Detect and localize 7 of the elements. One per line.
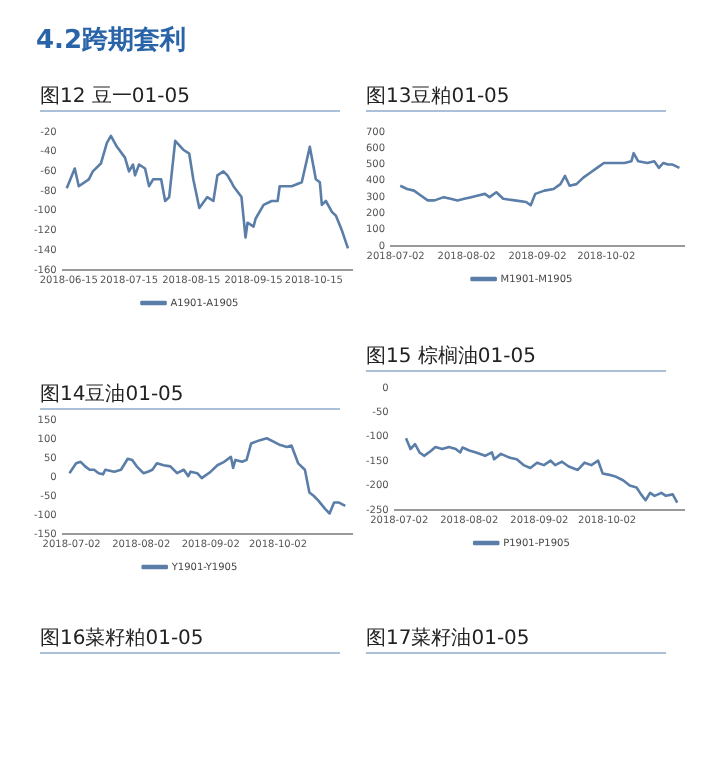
chart-title: 图15 棕榈油01-05 xyxy=(366,344,666,372)
text: 4.2跨期套利 xyxy=(36,26,187,56)
caption: 图17菜籽油01-05 xyxy=(366,626,666,654)
chart-title: 图13豆粕01-05 xyxy=(366,84,666,112)
caption: 图16菜籽粕01-05 xyxy=(40,626,340,654)
chart-title: 图12 豆一01-05 xyxy=(40,84,340,112)
chart-title: 图14豆油01-05 xyxy=(40,382,340,410)
